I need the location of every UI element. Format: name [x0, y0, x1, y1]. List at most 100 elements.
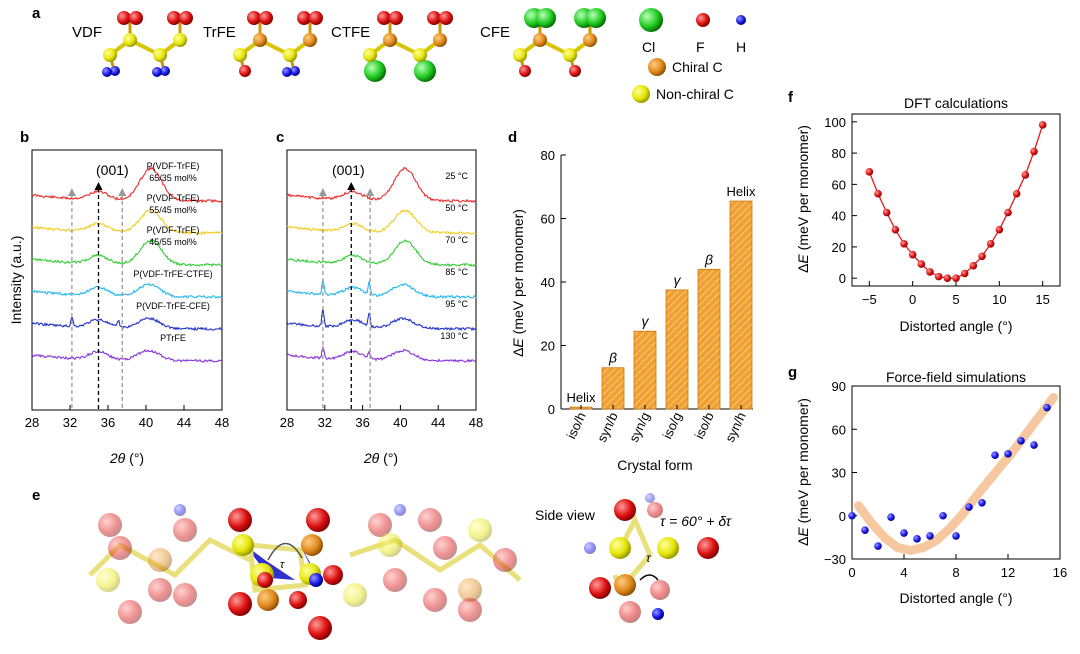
trace-4 [32, 284, 222, 298]
fluorine-atom [239, 65, 251, 77]
series-label-2: 55/45 mol% [149, 205, 197, 215]
fluorine-atom [98, 513, 122, 537]
fluorine-atom [519, 65, 531, 77]
chiral-carbon-atom [253, 33, 267, 47]
data-point [944, 274, 952, 282]
hydrogen-atom [309, 573, 323, 587]
y-tick-label: 20 [541, 339, 555, 354]
x-tick-label: 36 [101, 415, 115, 430]
y-tick-label: 100 [824, 115, 846, 130]
legend-chiral: Chiral C [672, 59, 723, 75]
chlorine-atom [586, 8, 606, 28]
chiral-carbon-atom [614, 574, 636, 596]
fluorine-atom [377, 11, 391, 25]
hydrogen-atom [584, 542, 596, 554]
data-point [1039, 121, 1047, 129]
y-tick-label: 80 [541, 148, 555, 163]
series-label-4: P(VDF-TrFE-CTFE) [133, 269, 212, 279]
carbon-atom [609, 537, 631, 559]
x-axis-label-c: 2θ (°) [363, 450, 398, 466]
fluorine-atom [228, 508, 252, 532]
plot-frame-f [852, 114, 1060, 286]
fluorine-atom [289, 591, 307, 609]
y-tick-label: 80 [832, 146, 846, 161]
panel-label-b: b [20, 129, 29, 146]
data-point [996, 226, 1004, 234]
x-tick-label: 16 [1053, 565, 1067, 580]
data-point [909, 251, 917, 259]
x-tick-label: 48 [215, 415, 229, 430]
carbon-atom [378, 533, 402, 557]
y-axis-label-f: ΔE (meV per monomer) [795, 125, 811, 273]
bar-label: γ [674, 272, 682, 288]
data-point [918, 260, 926, 268]
data-point [887, 513, 895, 521]
bar-syn/g [634, 331, 656, 409]
category-label: syn/g [626, 410, 653, 445]
fluorine-atom [297, 11, 311, 25]
data-point [926, 532, 934, 540]
y-tick-label: 20 [832, 240, 846, 255]
series-label-1: P(VDF-TrFE) [147, 161, 200, 171]
fluorine-atom [650, 580, 670, 600]
x-tick-label: 8 [952, 565, 959, 580]
fit-curve [859, 398, 1054, 551]
carbon-atom [563, 48, 577, 62]
data-point [952, 274, 960, 282]
carbon-atom [173, 33, 187, 47]
y-tick-label: 40 [541, 275, 555, 290]
series-label-2: 50 °C [445, 203, 468, 213]
series-label-3: 70 °C [445, 235, 468, 245]
peak-marker-arrow [366, 188, 374, 196]
plot-frame-c [287, 150, 476, 410]
fluorine-atom [309, 11, 323, 25]
panel-label-e: e [32, 487, 40, 504]
carbon-atom [233, 48, 247, 62]
fluorine-atom [433, 536, 457, 560]
category-label: iso/g [660, 410, 685, 441]
y-axis-label-g: ΔE (meV per monomer) [795, 398, 811, 546]
carbon-atom [413, 48, 427, 62]
bar-iso/g [666, 290, 688, 409]
fluorine-atom [117, 11, 131, 25]
x-tick-label: 28 [25, 415, 39, 430]
series-label-1: 65/35 mol% [149, 173, 197, 183]
y-tick-label: 90 [832, 379, 846, 394]
hydrogen-atom [152, 67, 162, 77]
data-point [874, 542, 882, 550]
fluorine-atom [614, 499, 636, 521]
data-point [961, 270, 969, 278]
data-point [1030, 441, 1038, 449]
y-axis-label-d: ΔE (meV per monomer) [510, 209, 526, 357]
x-tick-label: 10 [992, 292, 1006, 307]
series-label-3: 45/55 mol% [149, 237, 197, 247]
carbon-atom [657, 537, 679, 559]
chlorine-atom [364, 60, 386, 82]
fluorine-atom [427, 11, 441, 25]
fluorine-atom [439, 11, 453, 25]
x-axis-label-g: Distorted angle (°) [900, 590, 1013, 606]
x-tick-label: 28 [280, 415, 294, 430]
chiral-carbon-icon [648, 58, 666, 76]
x-tick-label: 4 [900, 565, 907, 580]
tau-equation: τ = 60° + δτ [660, 513, 732, 529]
data-point [866, 168, 874, 176]
x-tick-label: 5 [952, 292, 959, 307]
peak-marker-arrow [118, 188, 126, 196]
peak-marker-arrow [68, 188, 76, 196]
fluorine-atom [179, 11, 193, 25]
data-point [1017, 437, 1025, 445]
chiral-carbon-atom [583, 33, 597, 47]
data-point [952, 532, 960, 540]
fluorine-atom [647, 502, 663, 518]
hydrogen-atom-icon [736, 15, 746, 25]
data-point [900, 529, 908, 537]
series-label-6: PTrFE [160, 333, 186, 343]
carbon-atom [96, 568, 120, 592]
chiral-carbon-atom [383, 33, 397, 47]
molecule-label-cfe: CFE [480, 24, 510, 41]
carbon-atom [468, 518, 492, 542]
trace-5 [32, 317, 222, 330]
panel-a-molecules: a VDF TrFE CTFE CFE Cl F H Chiral C Non-… [32, 5, 746, 103]
hydrogen-atom [652, 608, 664, 620]
